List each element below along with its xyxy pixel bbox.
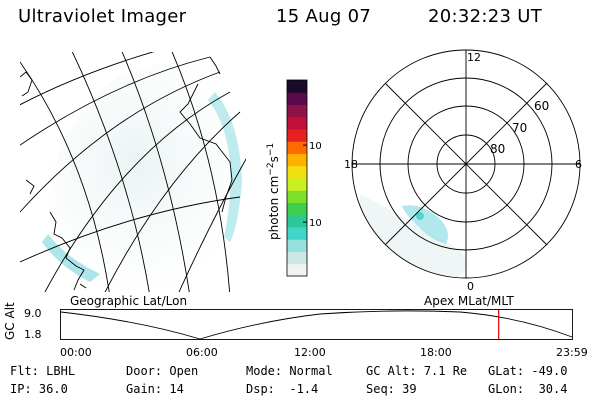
colorbar-segment [287,202,307,216]
polar-mlat-mlt-panel: 12 18 6 0 60 70 80 [344,49,582,292]
colorbar-segment [287,141,307,154]
coastlines [20,56,233,291]
orbit-xtick-4: 23:59 [556,346,588,359]
colorbar-unit-label: photon cm−2s−1 [266,142,281,240]
colorbar-segment [287,227,307,240]
colorbar-segment [287,116,307,130]
limb-aurora [208,92,242,242]
orbit-ymin-label: 1.8 [24,328,42,341]
colorbar-segment [287,190,307,203]
status-gain: Gain: 14 [126,382,184,396]
colorbar-segment [287,263,307,277]
polar-panel-label: Apex MLat/MLT [424,294,514,308]
colorbar-segment [287,165,307,179]
colorbar-segment [287,251,307,265]
orbit-xtick-1: 06:00 [186,346,218,359]
longitude-grid [20,52,241,292]
mlt-label-12: 12 [467,51,481,64]
polar-auroral-oval [402,205,448,244]
status-door: Door: Open [126,364,199,378]
mlat-label-80: 80 [490,142,505,156]
status-gc-alt: GC Alt: 7.1 Re [366,364,468,378]
colorbar-segment [287,129,307,142]
colorbar-segment [287,178,307,191]
status-mode: Mode: Normal [246,364,333,378]
geographic-panel-label: Geographic Lat/Lon [70,294,188,308]
colorbar-segment [287,92,307,105]
status-dsp: Dsp: -1.4 [246,382,319,396]
image-date: 15 Aug 07 [276,6,372,27]
colorbar: 100 10 [286,79,322,277]
status-flt: Flt: LBHL [10,364,76,378]
colorbar-segment [287,153,307,167]
colorbar-tick-label-0: 100 [309,141,322,152]
status-ip: IP: 36.0 [10,382,68,396]
orbit-xtick-3: 18:00 [420,346,452,359]
status-glon: GLon: 30.4 [488,382,568,396]
mlt-label-0: 0 [467,280,474,292]
geographic-map-panel [20,52,246,292]
orbit-ymax-label: 9.0 [24,307,42,320]
orbit-altitude-plot [60,309,573,340]
mlat-label-70: 70 [512,121,527,135]
colorbar-segment [287,239,307,252]
colorbar-segment [287,214,307,228]
orbit-xtick-0: 00:00 [60,346,92,359]
colorbar-segment [287,80,307,93]
mlt-label-6: 6 [575,158,582,171]
status-seq: Seq: 39 [366,382,417,396]
status-glat: GLat: -49.0 [488,364,568,378]
orbit-xtick-2: 12:00 [294,346,326,359]
mlt-label-18: 18 [344,158,358,171]
latitude-grid [20,52,246,292]
polar-grid [351,49,581,279]
orbit-altitude-curve [60,310,573,340]
orbit-ylabel: GC Alt [3,302,17,340]
colorbar-tick-label-1: 10 [309,218,322,229]
instrument-title: Ultraviolet Imager [18,6,187,27]
image-time: 20:32:23 UT [428,6,543,27]
colorbar-segment [287,104,307,118]
mlat-label-60: 60 [534,99,549,113]
